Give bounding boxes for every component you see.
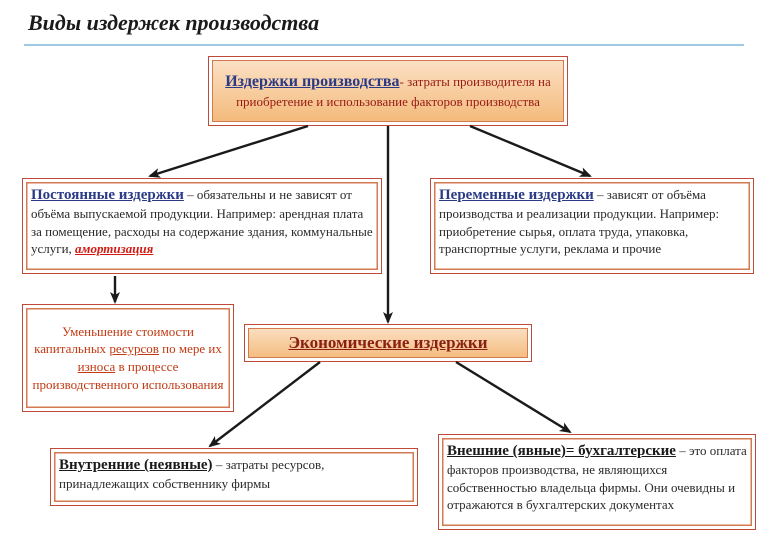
node-text: Внутренние (неявные) – затраты ресурсов,… xyxy=(59,455,409,493)
node-external-costs: Внешние (явные)= бухгалтерские – это опл… xyxy=(438,434,756,530)
node-term: Внутренние (неявные) xyxy=(59,457,213,473)
page-title: Виды издержек производства xyxy=(28,10,319,36)
arrow xyxy=(470,126,590,176)
node-term: Постоянные издержки xyxy=(31,187,184,203)
node-term: Издержки производства xyxy=(225,73,399,90)
node-text: Постоянные издержки – обязательны и не з… xyxy=(31,185,373,258)
title-rule xyxy=(24,44,744,46)
node-text: Издержки производства- затраты производи… xyxy=(217,71,559,110)
node-internal-costs: Внутренние (неявные) – затраты ресурсов,… xyxy=(50,448,418,506)
node-term: Переменные издержки xyxy=(439,187,594,203)
node-text: Уменьшение стоимости капитальных ресурсо… xyxy=(31,323,225,393)
node-fixed-costs: Постоянные издержки – обязательны и не з… xyxy=(22,178,382,274)
node-text: Внешние (явные)= бухгалтерские – это опл… xyxy=(447,441,747,514)
node-economic-costs: Экономические издержки xyxy=(244,324,532,362)
node-amortization: Уменьшение стоимости капитальных ресурсо… xyxy=(22,304,234,412)
arrow xyxy=(150,126,308,176)
node-variable-costs: Переменные издержки – зависят от объёма … xyxy=(430,178,754,274)
node-term: Внешние (явные)= бухгалтерские xyxy=(447,443,676,459)
node-text: Переменные издержки – зависят от объёма … xyxy=(439,185,745,258)
diagram-root: { "canvas": { "w": 768, "h": 537, "bg": … xyxy=(0,0,768,537)
node-term: Экономические издержки xyxy=(288,332,487,355)
node-tail-term: амортизация xyxy=(75,241,153,256)
node-root: Издержки производства- затраты производи… xyxy=(208,56,568,126)
arrow xyxy=(456,362,570,432)
